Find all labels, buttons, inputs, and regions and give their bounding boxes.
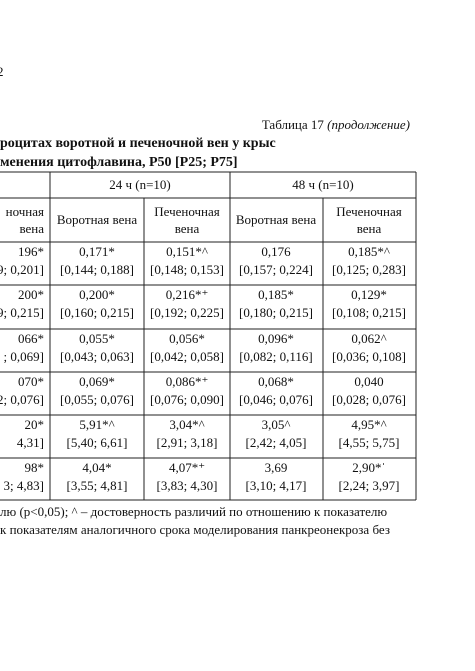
cell-text: [0,157; 0,224] <box>239 262 313 277</box>
cell-text: 0,096* <box>258 331 294 346</box>
cell-text: 98* <box>25 460 45 475</box>
group-header: 24 ч (n=10) <box>109 177 171 192</box>
cell-text: 4,07*⁺ <box>169 460 205 475</box>
column-header: Воротная вена <box>236 212 316 227</box>
column-header: вена <box>175 221 200 236</box>
cell-text: 0,062^ <box>351 331 386 346</box>
cell-text: 0,069* <box>79 374 115 389</box>
cell-text: [0,108; 0,215] <box>332 305 406 320</box>
cell-text: [0,028; 0,076] <box>332 392 406 407</box>
cell-text: 0,200* <box>79 287 115 302</box>
cell-text: [2,42; 4,05] <box>245 435 306 450</box>
cell-text: ; 0,069] <box>4 349 44 364</box>
caption-label: Таблица 17 <box>262 117 327 132</box>
cell-text: [0,055; 0,076] <box>60 392 134 407</box>
cell-text: [5,40; 6,61] <box>66 435 127 450</box>
cell-text: 2; 0,076] <box>0 392 44 407</box>
cell-text: 2,90*ˈ <box>352 460 386 475</box>
cell-text: 200* <box>18 287 44 302</box>
cell-text: 0,040 <box>354 374 383 389</box>
column-header: Воротная вена <box>57 212 137 227</box>
table-title: роцитах воротной и печеночной вен у крыс <box>0 136 276 151</box>
cell-text: [2,91; 3,18] <box>156 435 217 450</box>
cell-text: 0,185* <box>258 287 294 302</box>
cell-text: 0,185*^ <box>348 244 390 259</box>
cell-text: 9; 0,215] <box>0 305 44 320</box>
cell-text: 5,91*^ <box>79 417 114 432</box>
cell-text: 20* <box>25 417 45 432</box>
cell-text: [0,042; 0,058] <box>150 349 224 364</box>
page-number: 2 <box>0 64 4 79</box>
cell-text: 066* <box>18 331 44 346</box>
caption-note: (продолжение) <box>327 117 410 132</box>
cell-text: 0,056* <box>169 331 205 346</box>
column-header: вена <box>19 221 44 236</box>
cell-text: 3,05^ <box>262 417 291 432</box>
cell-text: 3; 4,83] <box>4 478 44 493</box>
cell-text: 0,129* <box>351 287 387 302</box>
cell-text: [0,046; 0,076] <box>239 392 313 407</box>
column-header: вена <box>357 221 382 236</box>
cell-text: 0,176 <box>261 244 291 259</box>
cell-text: 4,31] <box>17 435 44 450</box>
cell-text: 0,171* <box>79 244 115 259</box>
cell-text: 3,04*^ <box>169 417 204 432</box>
cell-text: [3,10; 4,17] <box>245 478 306 493</box>
cell-text: [4,55; 5,75] <box>338 435 399 450</box>
column-header: Печеночная <box>336 204 402 219</box>
cell-text: [2,24; 3,97] <box>338 478 399 493</box>
column-header: ночная <box>6 204 44 219</box>
table-caption: Таблица 17 (продолжение) <box>262 117 410 132</box>
cell-text: [0,180; 0,215] <box>239 305 313 320</box>
cell-text: 0,068* <box>258 374 294 389</box>
footnote: к показателям аналогичного срока моделир… <box>0 522 390 537</box>
cell-text: [0,076; 0,090] <box>150 392 224 407</box>
cell-text: 3,69 <box>265 460 288 475</box>
footnote: лю (p<0,05); ^ – достоверность различий … <box>0 504 387 519</box>
cell-text: 070* <box>18 374 44 389</box>
cell-text: [0,043; 0,063] <box>60 349 134 364</box>
cell-text: [0,192; 0,225] <box>150 305 224 320</box>
cell-text: [0,036; 0,108] <box>332 349 406 364</box>
group-header: 48 ч (n=10) <box>292 177 354 192</box>
cell-text: [3,83; 4,30] <box>156 478 217 493</box>
cell-text: 196* <box>18 244 44 259</box>
cell-text: 0,216*⁺ <box>166 287 209 302</box>
cell-text: [0,160; 0,215] <box>60 305 134 320</box>
cell-text: [0,125; 0,283] <box>332 262 406 277</box>
cell-text: [0,082; 0,116] <box>239 349 313 364</box>
cell-text: 0,086*⁺ <box>166 374 209 389</box>
cell-text: 4,95*^ <box>351 417 386 432</box>
cell-text: 0,055* <box>79 331 115 346</box>
cell-text: [0,148; 0,153] <box>150 262 224 277</box>
cell-text: 0,151*^ <box>166 244 208 259</box>
cell-text: [0,144; 0,188] <box>60 262 134 277</box>
cell-text: 4,04* <box>82 460 111 475</box>
table-title: менения цитофлавина, P50 [P25; P75] <box>0 155 238 170</box>
cell-text: 9; 0,201] <box>0 262 44 277</box>
cell-text: [3,55; 4,81] <box>66 478 127 493</box>
column-header: Печеночная <box>154 204 220 219</box>
